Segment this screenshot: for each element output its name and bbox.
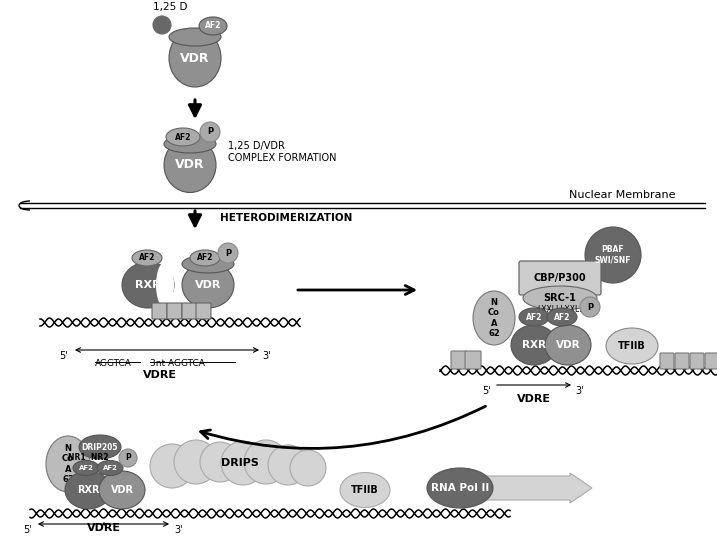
Text: TFIIB: TFIIB: [351, 485, 379, 495]
Ellipse shape: [79, 435, 121, 459]
Text: AF2: AF2: [103, 465, 118, 471]
Circle shape: [244, 440, 288, 484]
Text: N
Co
A
62: N Co A 62: [62, 444, 74, 484]
Text: AF2: AF2: [139, 253, 155, 263]
Ellipse shape: [169, 28, 221, 46]
Circle shape: [200, 442, 240, 482]
Text: VDRE: VDRE: [517, 394, 551, 404]
Ellipse shape: [182, 255, 234, 273]
Text: P: P: [225, 249, 231, 258]
Text: 3nt AGGTCA: 3nt AGGTCA: [150, 359, 205, 368]
Circle shape: [153, 16, 171, 34]
FancyBboxPatch shape: [167, 303, 182, 319]
FancyBboxPatch shape: [196, 303, 211, 319]
Text: 5': 5': [60, 351, 68, 361]
Circle shape: [580, 297, 600, 317]
Text: 3': 3': [575, 386, 584, 396]
Text: P: P: [125, 454, 131, 462]
Text: 5': 5': [483, 386, 491, 396]
Ellipse shape: [427, 468, 493, 508]
FancyBboxPatch shape: [660, 353, 674, 369]
Text: HETERODIMERIZATION: HETERODIMERIZATION: [220, 213, 352, 223]
Text: NR1  NR2: NR1 NR2: [67, 453, 108, 461]
Circle shape: [290, 450, 326, 486]
Text: 3': 3': [262, 351, 270, 361]
Text: P: P: [207, 127, 213, 136]
Text: RXR: RXR: [77, 485, 99, 495]
Ellipse shape: [340, 473, 390, 507]
Text: TFIIB: TFIIB: [618, 341, 646, 351]
Text: DRIPS: DRIPS: [221, 458, 259, 468]
FancyBboxPatch shape: [465, 351, 481, 369]
Circle shape: [585, 227, 641, 283]
Text: VDR: VDR: [195, 280, 221, 290]
Ellipse shape: [547, 308, 577, 326]
Circle shape: [200, 122, 220, 142]
Ellipse shape: [97, 461, 123, 475]
Ellipse shape: [182, 262, 234, 308]
Text: N
Co
A
62: N Co A 62: [488, 298, 500, 338]
Text: Nuclear Membrane: Nuclear Membrane: [569, 190, 675, 200]
Text: 1,25 D/VDR
COMPLEX FORMATION: 1,25 D/VDR COMPLEX FORMATION: [228, 141, 336, 163]
FancyArrow shape: [480, 473, 592, 503]
FancyBboxPatch shape: [690, 353, 704, 369]
Text: VDR: VDR: [175, 158, 205, 171]
Text: 5': 5': [23, 525, 32, 535]
Text: PBAF
SWI/SNF: PBAF SWI/SNF: [594, 245, 631, 265]
Circle shape: [150, 444, 194, 488]
Text: RNA Pol II: RNA Pol II: [431, 483, 489, 493]
Circle shape: [221, 441, 265, 485]
Text: AF2: AF2: [79, 465, 93, 471]
Ellipse shape: [132, 250, 162, 266]
Ellipse shape: [164, 135, 216, 153]
Ellipse shape: [199, 17, 227, 35]
Ellipse shape: [523, 286, 597, 310]
Circle shape: [174, 440, 218, 484]
Ellipse shape: [545, 325, 591, 365]
Text: 3': 3': [174, 525, 183, 535]
Text: SRC-1: SRC-1: [543, 293, 576, 303]
Text: DRIP205: DRIP205: [82, 442, 118, 452]
Text: AF2: AF2: [554, 313, 570, 322]
FancyBboxPatch shape: [705, 353, 717, 369]
Ellipse shape: [99, 471, 145, 509]
Ellipse shape: [122, 262, 174, 308]
Ellipse shape: [73, 461, 99, 475]
Ellipse shape: [169, 29, 221, 87]
Text: AF2: AF2: [175, 133, 191, 142]
Ellipse shape: [606, 328, 658, 364]
FancyBboxPatch shape: [675, 353, 689, 369]
Text: VDRE: VDRE: [143, 370, 177, 380]
Ellipse shape: [166, 128, 200, 146]
Text: AF2: AF2: [196, 253, 213, 263]
Circle shape: [218, 243, 238, 263]
Ellipse shape: [164, 137, 216, 192]
FancyBboxPatch shape: [152, 303, 167, 319]
Text: RXR: RXR: [522, 340, 546, 350]
Text: VDR: VDR: [110, 485, 133, 495]
Text: CBP/P300: CBP/P300: [533, 273, 587, 283]
Ellipse shape: [519, 308, 549, 326]
Text: 1,25 D: 1,25 D: [153, 2, 187, 12]
FancyBboxPatch shape: [182, 303, 197, 319]
Ellipse shape: [511, 325, 557, 365]
FancyBboxPatch shape: [451, 351, 467, 369]
Text: LXXLLLXXLL: LXXLLLXXLL: [537, 306, 583, 315]
Ellipse shape: [65, 471, 111, 509]
Ellipse shape: [46, 436, 90, 492]
Circle shape: [268, 445, 308, 485]
Circle shape: [119, 449, 137, 467]
Ellipse shape: [156, 262, 174, 308]
Text: AF2: AF2: [526, 313, 542, 322]
Text: AGGTCA: AGGTCA: [95, 359, 132, 368]
Text: VDR: VDR: [556, 340, 580, 350]
Text: VDR: VDR: [180, 52, 210, 64]
Ellipse shape: [190, 250, 220, 266]
FancyBboxPatch shape: [519, 261, 601, 295]
Text: P: P: [587, 302, 593, 311]
Text: AF2: AF2: [205, 21, 221, 31]
Text: RXR: RXR: [136, 280, 161, 290]
Text: VDRE: VDRE: [87, 523, 121, 533]
Ellipse shape: [473, 291, 515, 345]
